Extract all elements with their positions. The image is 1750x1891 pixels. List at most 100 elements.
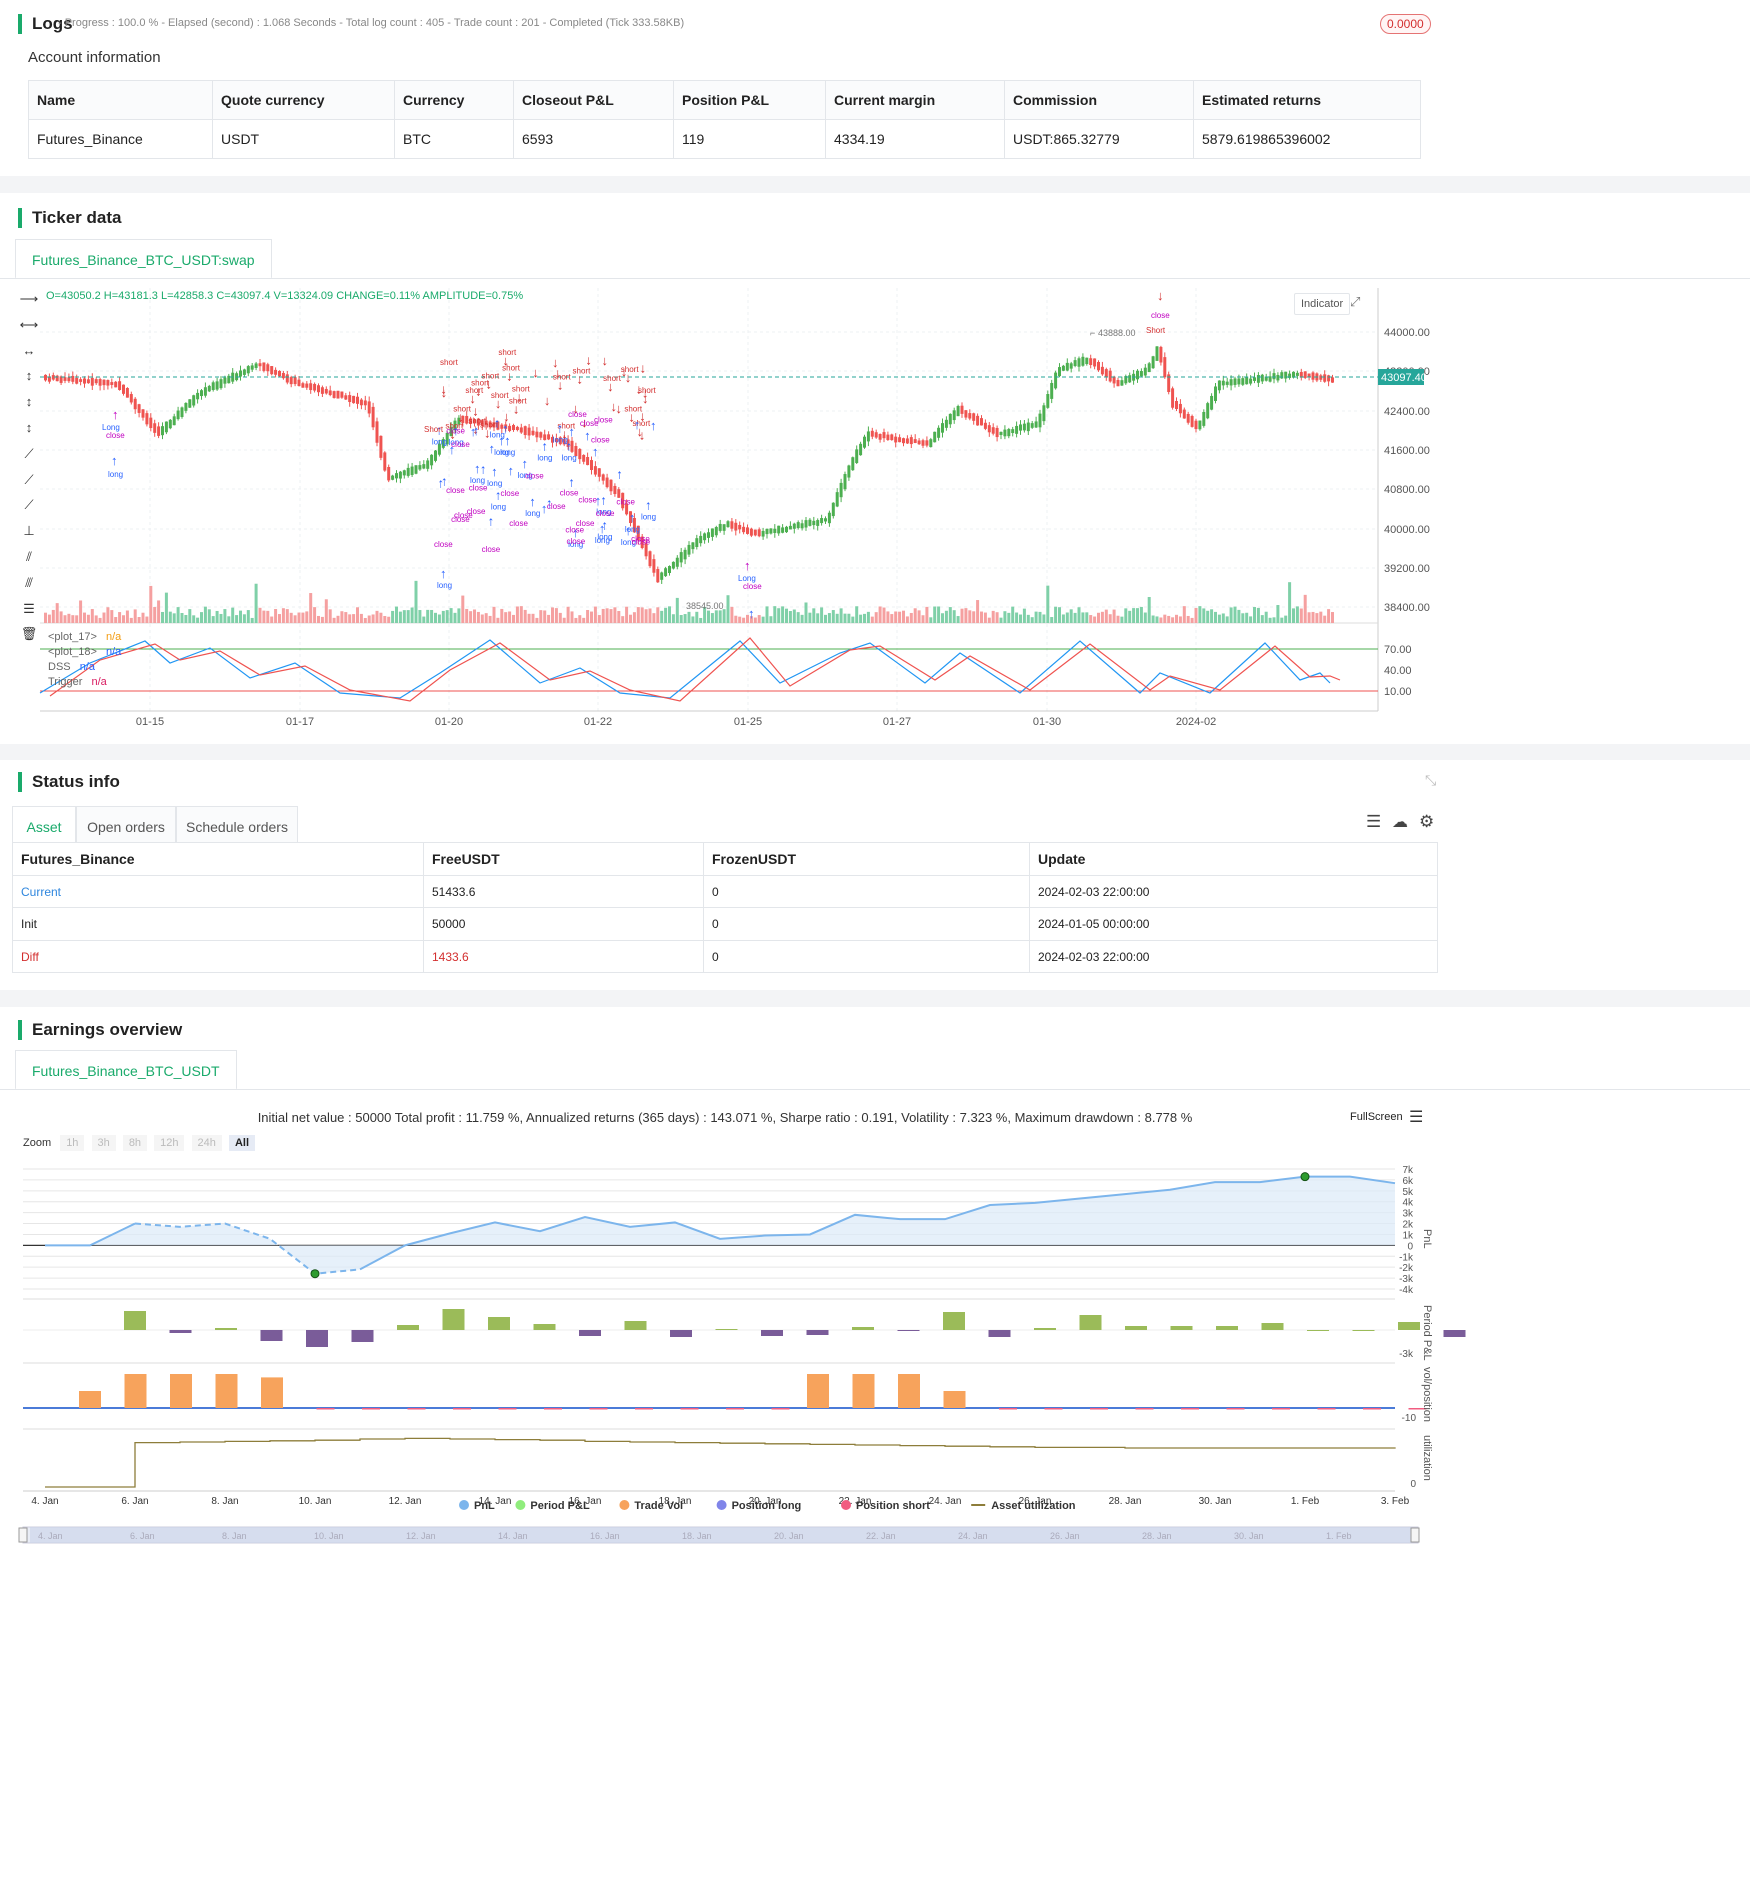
tab-schedule-orders[interactable]: Schedule orders — [176, 806, 298, 846]
legend-swatch — [716, 1500, 727, 1510]
long-arrow: ↑ — [748, 606, 755, 621]
x-tick-label: 01-20 — [435, 716, 463, 728]
expand-icon[interactable]: ⤢ — [1350, 294, 1361, 309]
volume-bar — [461, 595, 465, 623]
candle-body — [504, 424, 508, 429]
short-arrow: ↓ — [513, 402, 520, 417]
volume-bar — [367, 615, 371, 623]
legend-dss: DSS n/a — [48, 661, 95, 673]
trash-icon[interactable]: 🗑 — [20, 626, 38, 642]
candle-body — [921, 440, 925, 446]
volume-bar — [1104, 609, 1108, 623]
price-tick-label: 39200.00 — [1384, 563, 1430, 575]
zoom-1h[interactable]: 1h — [60, 1135, 85, 1151]
tab-open-orders[interactable]: Open orders — [76, 806, 176, 846]
gear-icon[interactable]: ⚙ — [1419, 812, 1435, 831]
candle-body — [905, 438, 909, 444]
tab-asset[interactable]: Asset — [12, 806, 76, 846]
long-label: long — [518, 471, 533, 480]
volume-bar — [1034, 611, 1038, 623]
candle-body — [305, 383, 309, 388]
vertical-ray-icon[interactable]: ↕ — [25, 419, 33, 435]
tab-underline — [0, 278, 1750, 279]
close-label: close — [565, 525, 584, 534]
volume-bar — [894, 611, 898, 623]
candle-body — [469, 418, 473, 424]
volume-bar — [1241, 613, 1245, 623]
volume-bar — [1225, 616, 1229, 623]
zoom-8h[interactable]: 8h — [122, 1135, 148, 1151]
close-label: close — [743, 582, 762, 591]
vertical-segment-icon[interactable]: ↕ — [25, 394, 33, 410]
vertical-line-icon[interactable]: ↕ — [25, 368, 33, 384]
volume-bar — [242, 614, 246, 623]
position-short-bar — [316, 1408, 335, 1410]
fullscreen-button[interactable]: FullScreen — [1350, 1111, 1403, 1123]
ticker-title: Ticker data — [18, 208, 121, 228]
volume-bar — [47, 614, 51, 623]
candle-body — [1081, 356, 1085, 366]
volume-bar — [270, 616, 274, 623]
segment-line-icon[interactable]: ⟋ — [24, 497, 34, 513]
volume-bar — [324, 599, 328, 623]
fib-lines-icon[interactable]: ⫻ — [25, 574, 33, 590]
long-label: long — [568, 540, 583, 549]
fib-retracement-icon[interactable]: ☰ — [23, 600, 35, 616]
candle-body — [301, 383, 305, 388]
short-label: short — [491, 391, 510, 400]
candle-body — [1104, 369, 1108, 377]
nav-tick-label: 12. Jan — [406, 1531, 436, 1541]
volume-bar — [98, 617, 102, 623]
short-arrow: ↓ — [615, 401, 622, 416]
volume-bar — [1253, 607, 1256, 623]
volume-bar — [820, 607, 824, 623]
candle-body — [1214, 386, 1217, 401]
parallel-channel-icon[interactable]: ⫽ — [26, 548, 32, 564]
volume-bar — [110, 610, 114, 623]
volume-bar — [730, 606, 734, 623]
drawing-toolbar: ⟶ ⟷ ↔ ↕ ↕ ↕ ⟋ ⟋ ⟋ ⊥ ⫽ ⫻ ☰ 🗑 — [18, 291, 40, 652]
candle-body — [375, 421, 379, 443]
cloud-download-icon[interactable]: ☁ — [1392, 814, 1408, 831]
x-tick-label: 01-25 — [734, 716, 762, 728]
candlestick-chart[interactable]: 44000.0043200.0042400.0041600.0040800.00… — [0, 193, 1750, 744]
row-label-current[interactable]: Current — [12, 875, 424, 908]
volume-bar — [437, 614, 441, 623]
candle-body — [63, 377, 67, 381]
zoom-24h[interactable]: 24h — [191, 1135, 222, 1151]
period-pnl-bar — [579, 1330, 601, 1336]
volume-bar — [1163, 614, 1167, 623]
position-short-bar — [726, 1408, 744, 1410]
price-label-icon[interactable]: ⊥ — [23, 523, 35, 539]
candle-body — [453, 420, 457, 431]
ray-line-icon[interactable]: ⟋ — [24, 471, 34, 487]
cell: 50000 — [423, 907, 704, 941]
volume-bar — [1038, 611, 1042, 623]
volume-bar — [905, 616, 909, 623]
close-status-icon[interactable]: ⤡ — [1425, 772, 1437, 788]
horizontal-line-icon[interactable]: ⟷ — [19, 316, 39, 332]
horizontal-ray-icon[interactable]: ↔ — [22, 342, 36, 358]
candle-body — [1202, 411, 1206, 426]
volume-bar — [301, 612, 305, 623]
menu-icon[interactable]: ☰ — [1409, 1109, 1424, 1126]
col-position-pnl: Position P&L — [673, 80, 826, 120]
list-icon[interactable]: ☰ — [1366, 812, 1382, 831]
crosshair-icon[interactable]: ⟶ — [19, 291, 39, 306]
trend-line-icon[interactable]: ⟋ — [24, 445, 34, 461]
zoom-all[interactable]: All — [228, 1135, 256, 1151]
indicator-button[interactable]: Indicator — [1294, 293, 1351, 315]
zoom-3h[interactable]: 3h — [91, 1135, 116, 1151]
candle-body — [1128, 375, 1132, 383]
long-arrow: ↑ — [557, 421, 564, 436]
candle-body — [824, 518, 827, 522]
volume-bar — [909, 612, 913, 623]
position-short-bar — [407, 1408, 426, 1410]
candle-body — [1245, 376, 1249, 385]
zoom-12h[interactable]: 12h — [154, 1135, 185, 1151]
candle-body — [944, 419, 948, 428]
tab-ticker-symbol[interactable]: Futures_Binance_BTC_USDT:swap — [15, 239, 272, 279]
candle-body — [406, 467, 410, 476]
long-label: long — [625, 525, 640, 534]
